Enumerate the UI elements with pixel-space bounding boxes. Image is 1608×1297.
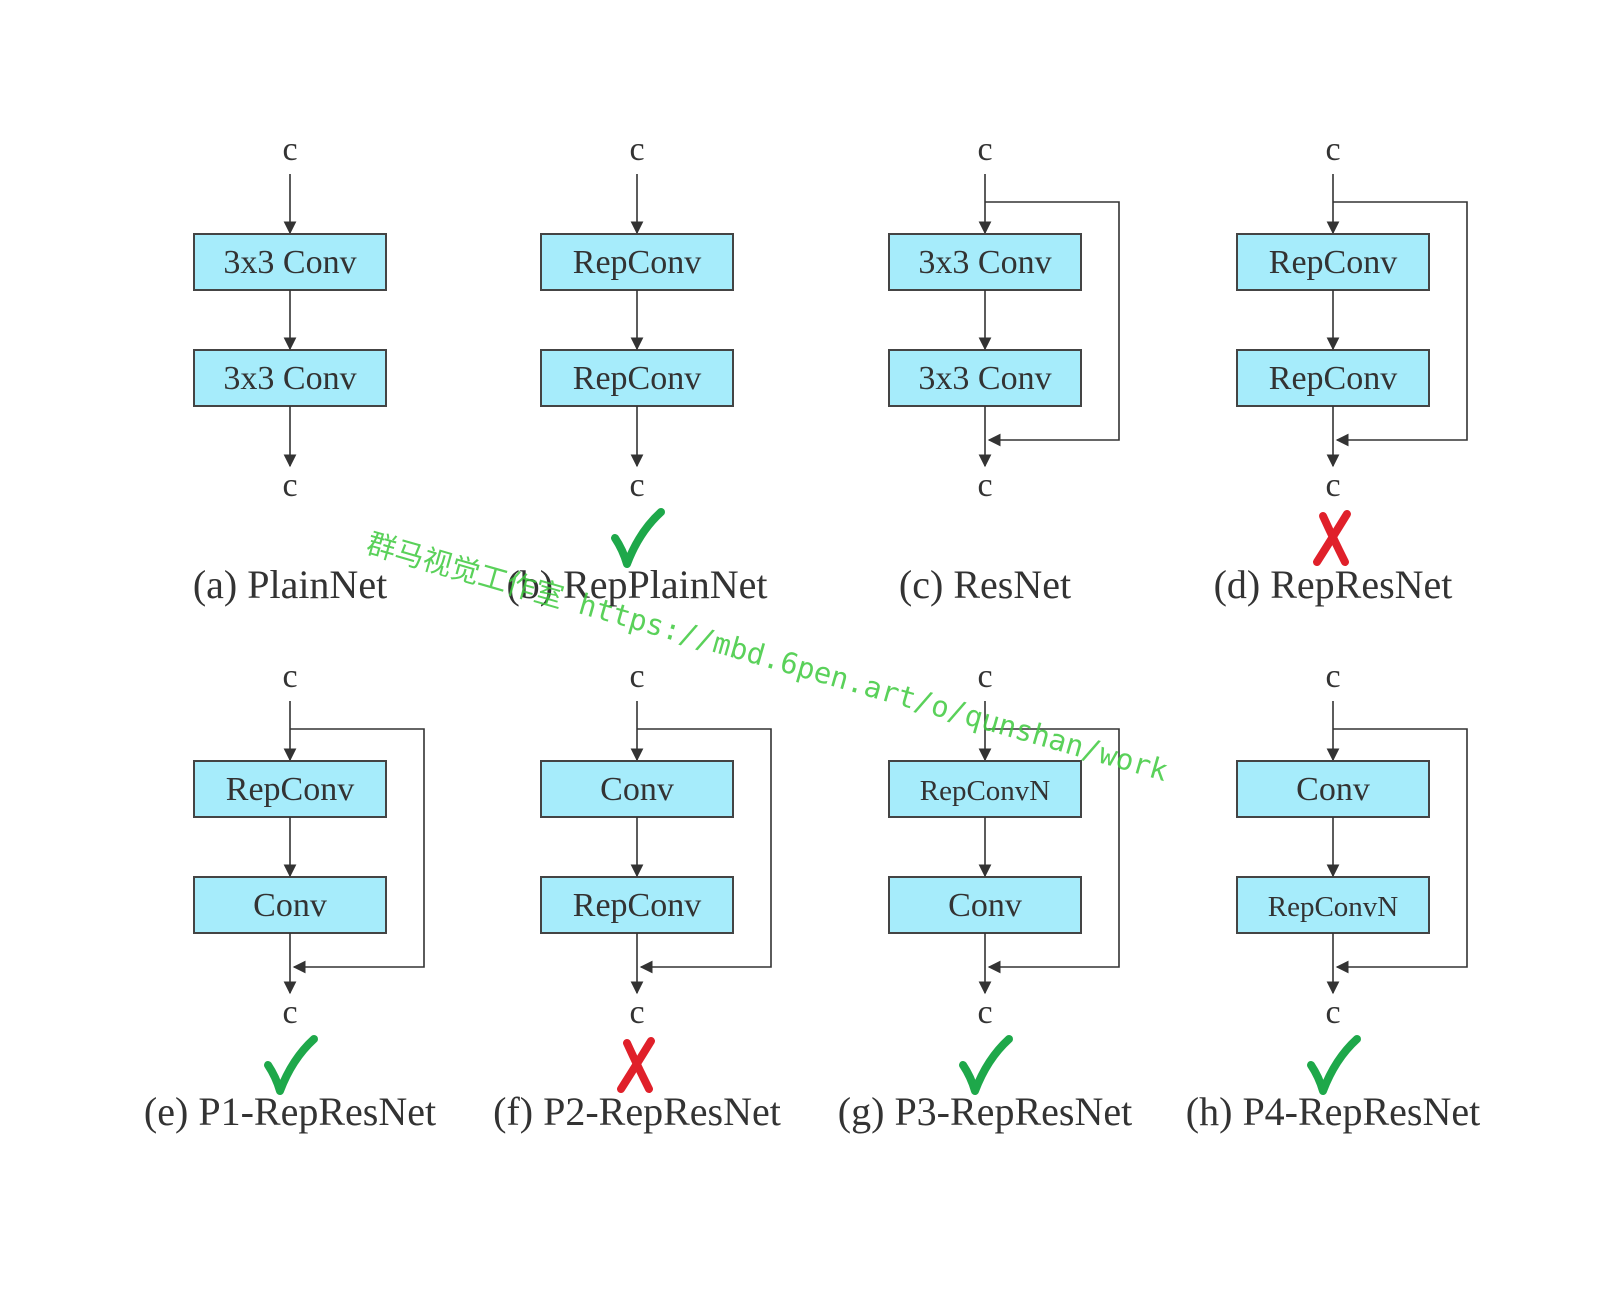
panel-f: c Conv RepConv c (f) P2-RepResNet (493, 658, 781, 1134)
panel-b: c RepConv RepConv c (b) RepPlainNet (506, 131, 767, 607)
output-channel-label: c (629, 467, 644, 504)
panel-g: c RepConvN Conv c (g) P3-RepResNet (838, 658, 1132, 1134)
conv-block-label: 3x3 Conv (918, 360, 1051, 397)
panel-caption: (e) P1-RepResNet (144, 1089, 436, 1134)
conv-block-label: RepConvN (1268, 891, 1399, 923)
conv-block (540, 760, 734, 818)
conv-block-label: 3x3 Conv (223, 244, 356, 281)
input-channel-label: c (629, 658, 644, 695)
conv-block (888, 876, 1082, 934)
conv-block (540, 233, 734, 291)
residual-connection (1333, 728, 1468, 974)
conv-block-label: RepConv (573, 360, 701, 397)
input-channel-label: c (629, 131, 644, 168)
panel-e: c RepConv Conv c (e) P1-RepResNet (144, 658, 436, 1134)
cross-icon (617, 1037, 655, 1093)
output-channel-label: c (1325, 994, 1340, 1031)
conv-block (1236, 233, 1430, 291)
panel-caption: (g) P3-RepResNet (838, 1089, 1132, 1134)
input-channel-label: c (282, 658, 297, 695)
conv-block (193, 349, 387, 407)
conv-block (540, 349, 734, 407)
panel-caption: (f) P2-RepResNet (493, 1089, 781, 1134)
conv-block-label: RepConv (1269, 244, 1397, 281)
residual-connection (985, 728, 1120, 974)
input-channel-label: c (1325, 131, 1340, 168)
panel-d: c RepConv RepConv c (d) RepResNet (1214, 131, 1468, 607)
conv-block (540, 876, 734, 934)
check-icon (611, 508, 665, 568)
output-channel-label: c (282, 467, 297, 504)
output-channel-label: c (282, 994, 297, 1031)
panel-c: c 3x3 Conv 3x3 Conv c (c) ResNet (888, 131, 1120, 607)
conv-block-label: Conv (948, 887, 1022, 924)
check-icon (264, 1035, 318, 1095)
conv-block-label: Conv (253, 887, 327, 924)
output-channel-label: c (629, 994, 644, 1031)
panel-caption: (d) RepResNet (1214, 562, 1453, 607)
conv-block-label: RepConv (573, 887, 701, 924)
input-channel-label: c (977, 131, 992, 168)
cross-icon (1313, 510, 1351, 566)
input-channel-label: c (282, 131, 297, 168)
output-channel-label: c (1325, 467, 1340, 504)
conv-block-label: 3x3 Conv (223, 360, 356, 397)
residual-connection (1333, 201, 1468, 447)
conv-block-label: RepConvN (920, 775, 1051, 807)
conv-block (193, 760, 387, 818)
residual-connection (985, 201, 1120, 447)
conv-block (1236, 349, 1430, 407)
input-channel-label: c (1325, 658, 1340, 695)
residual-connection (637, 728, 772, 974)
panel-caption: (b) RepPlainNet (506, 562, 767, 607)
conv-block (193, 876, 387, 934)
conv-block-label: RepConv (226, 771, 354, 808)
conv-block-label: RepConv (1269, 360, 1397, 397)
check-icon (1307, 1035, 1361, 1095)
conv-block (888, 233, 1082, 291)
conv-block-label: Conv (600, 771, 674, 808)
panel-a: c 3x3 Conv 3x3 Conv c (a) PlainNet (193, 131, 387, 607)
conv-block (1236, 876, 1430, 934)
check-icon (959, 1035, 1013, 1095)
conv-block (888, 760, 1082, 818)
input-channel-label: c (977, 658, 992, 695)
conv-block-label: 3x3 Conv (918, 244, 1051, 281)
conv-block-label: RepConv (573, 244, 701, 281)
panel-h: c Conv RepConvN c (h) P4-RepResNet (1186, 658, 1480, 1134)
panel-caption: (c) ResNet (899, 562, 1071, 607)
panel-caption: (a) PlainNet (193, 562, 387, 607)
residual-connection (290, 728, 425, 974)
conv-block (888, 349, 1082, 407)
output-channel-label: c (977, 994, 992, 1031)
conv-block-label: Conv (1296, 771, 1370, 808)
panel-caption: (h) P4-RepResNet (1186, 1089, 1480, 1134)
output-channel-label: c (977, 467, 992, 504)
